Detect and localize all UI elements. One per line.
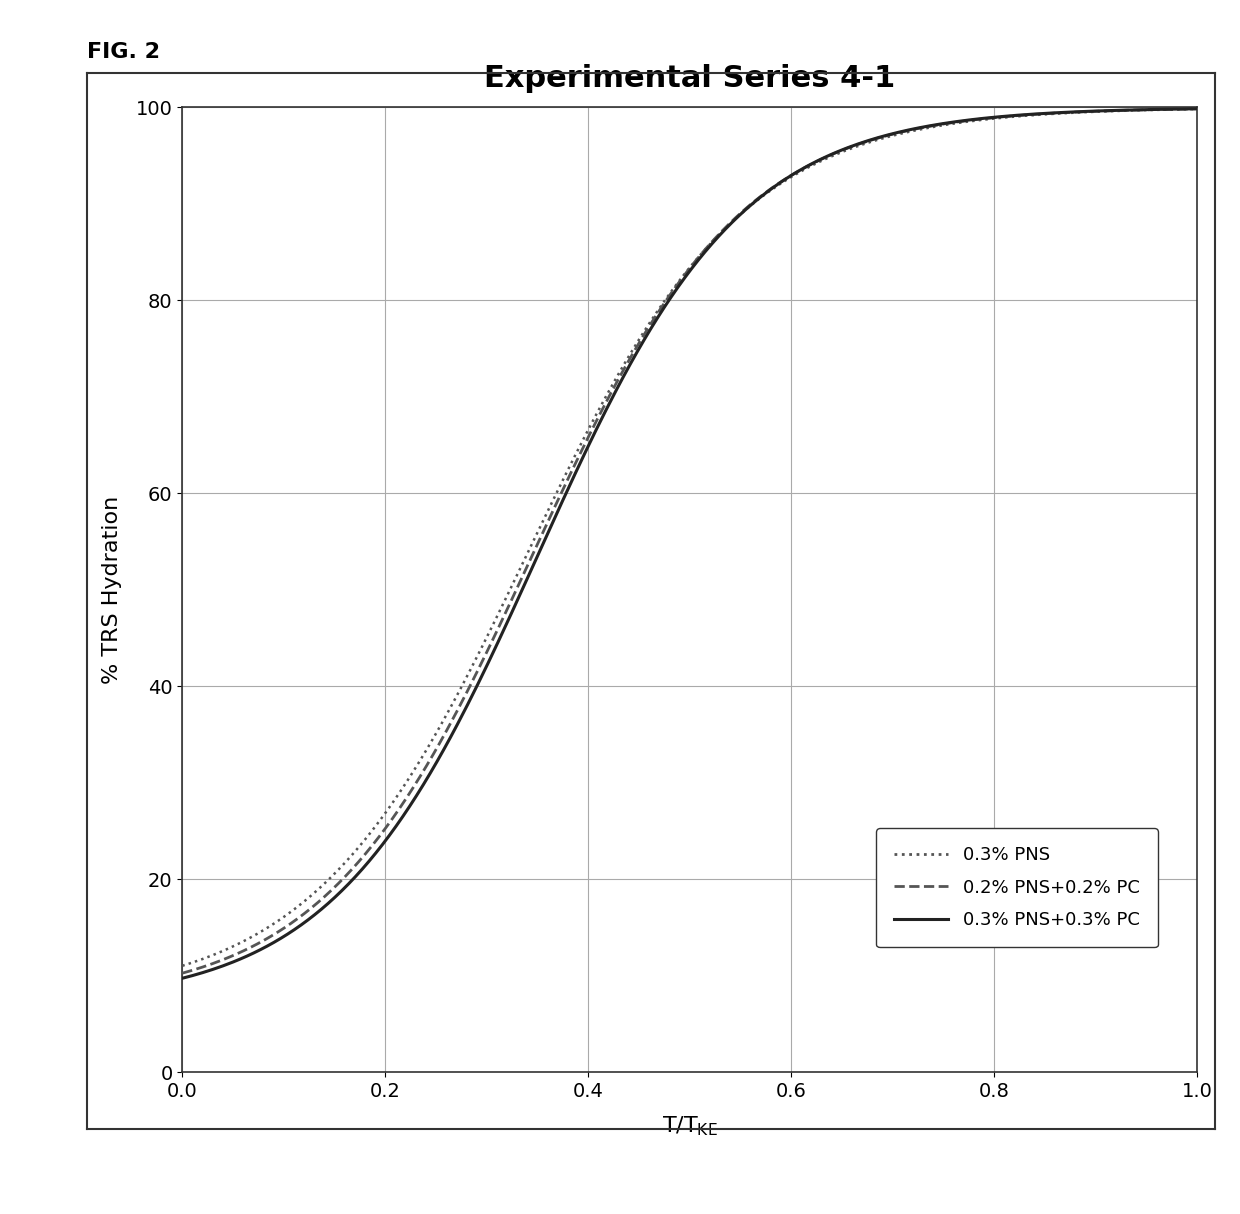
Y-axis label: % TRS Hydration: % TRS Hydration [102, 495, 122, 683]
Title: Experimental Series 4-1: Experimental Series 4-1 [484, 63, 895, 92]
X-axis label: T/T$_{\mathrm{KE}}$: T/T$_{\mathrm{KE}}$ [662, 1114, 718, 1139]
Text: FIG. 2: FIG. 2 [87, 42, 160, 62]
Legend: 0.3% PNS, 0.2% PNS+0.2% PC, 0.3% PNS+0.3% PC: 0.3% PNS, 0.2% PNS+0.2% PC, 0.3% PNS+0.3… [877, 828, 1158, 947]
